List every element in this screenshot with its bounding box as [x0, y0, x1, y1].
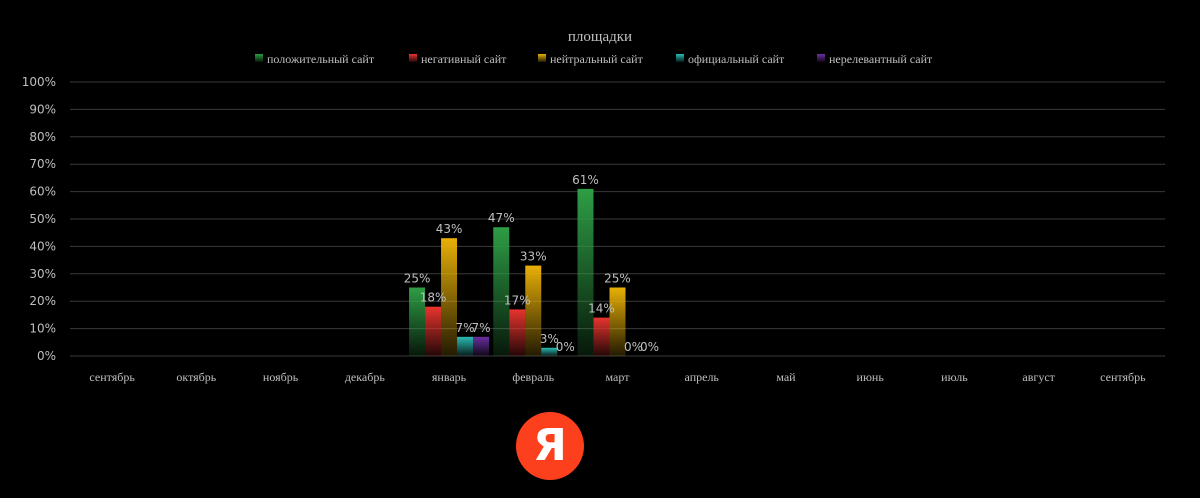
- legend-swatch: [817, 54, 825, 62]
- y-tick-label: 70%: [29, 157, 56, 171]
- y-tick-label: 90%: [29, 102, 56, 116]
- x-axis: сентябрь октябрь ноябрь декабрь январь феврал…: [89, 370, 1146, 384]
- y-tick-label: 100%: [22, 75, 56, 89]
- y-tick-label: 80%: [29, 130, 56, 144]
- data-labels: 25%47%61%18% 17%14%43%33%25%7%3%0%7%0% 0%: [404, 173, 659, 354]
- legend-label: положительный сайт: [267, 52, 375, 66]
- legend-label: официальный сайт: [688, 52, 785, 66]
- x-tick-label: декабрь: [345, 370, 386, 384]
- bar: [577, 188, 594, 356]
- bar: [609, 287, 626, 356]
- data-label: 18%: [420, 291, 447, 305]
- x-tick-label: январь: [432, 370, 467, 384]
- data-label: 0%: [624, 340, 643, 354]
- x-tick-label: февраль: [512, 370, 554, 384]
- legend-swatch: [409, 54, 417, 62]
- x-tick-label: сентябрь: [1100, 370, 1146, 384]
- data-label: 7%: [472, 321, 491, 335]
- y-tick-label: 40%: [29, 239, 56, 253]
- x-tick-label: апрель: [685, 370, 720, 384]
- data-label: 25%: [404, 272, 431, 286]
- bar: [441, 238, 458, 356]
- bar: [493, 227, 510, 356]
- data-label: 61%: [572, 173, 599, 187]
- x-tick-label: сентябрь: [89, 370, 135, 384]
- bar: [509, 309, 526, 356]
- legend-swatch: [255, 54, 263, 62]
- y-tick-label: 10%: [29, 322, 56, 336]
- legend: положительный сайт негативный сайт нейтрал…: [255, 52, 933, 66]
- legend-label: негативный сайт: [421, 52, 507, 66]
- data-label: 25%: [604, 272, 631, 286]
- chart-title: площадки: [568, 29, 632, 45]
- x-tick-label: август: [1022, 370, 1055, 384]
- bar-chart: площадки положительный сайт негативный са…: [22, 29, 1165, 384]
- y-tick-label: 50%: [29, 212, 56, 226]
- y-tick-label: 30%: [29, 267, 56, 281]
- legend-label: нейтральный сайт: [550, 52, 644, 66]
- data-label: 7%: [456, 321, 475, 335]
- x-tick-label: октябрь: [176, 370, 216, 384]
- data-label: 33%: [520, 250, 547, 264]
- yandex-logo: Я: [516, 412, 584, 480]
- bar: [525, 265, 542, 356]
- data-label: 0%: [640, 340, 659, 354]
- legend-swatch: [538, 54, 546, 62]
- y-axis: 0% 10% 20% 30% 40% 50% 60% 70% 80% 90% 100%: [22, 75, 56, 363]
- data-label: 47%: [488, 211, 515, 225]
- y-tick-label: 0%: [37, 349, 56, 363]
- bar: [593, 317, 610, 356]
- x-tick-label: июль: [941, 370, 968, 384]
- x-tick-label: июнь: [857, 370, 885, 384]
- data-label: 17%: [504, 293, 531, 307]
- bar: [409, 287, 426, 356]
- bar: [425, 306, 442, 356]
- y-tick-label: 20%: [29, 294, 56, 308]
- data-label: 43%: [436, 222, 463, 236]
- x-tick-label: март: [606, 370, 631, 384]
- x-tick-label: ноябрь: [263, 370, 299, 384]
- legend-label: нерелевантный сайт: [829, 52, 933, 66]
- bar: [473, 336, 490, 356]
- x-tick-label: май: [776, 370, 796, 384]
- data-label: 14%: [588, 302, 615, 316]
- bar: [541, 347, 558, 356]
- bars: [409, 188, 626, 356]
- data-label: 3%: [540, 332, 559, 346]
- yandex-logo-letter: Я: [533, 420, 567, 471]
- bar: [457, 336, 474, 356]
- y-tick-label: 60%: [29, 185, 56, 199]
- legend-swatch: [676, 54, 684, 62]
- data-label: 0%: [556, 340, 575, 354]
- gridlines: [70, 81, 1165, 357]
